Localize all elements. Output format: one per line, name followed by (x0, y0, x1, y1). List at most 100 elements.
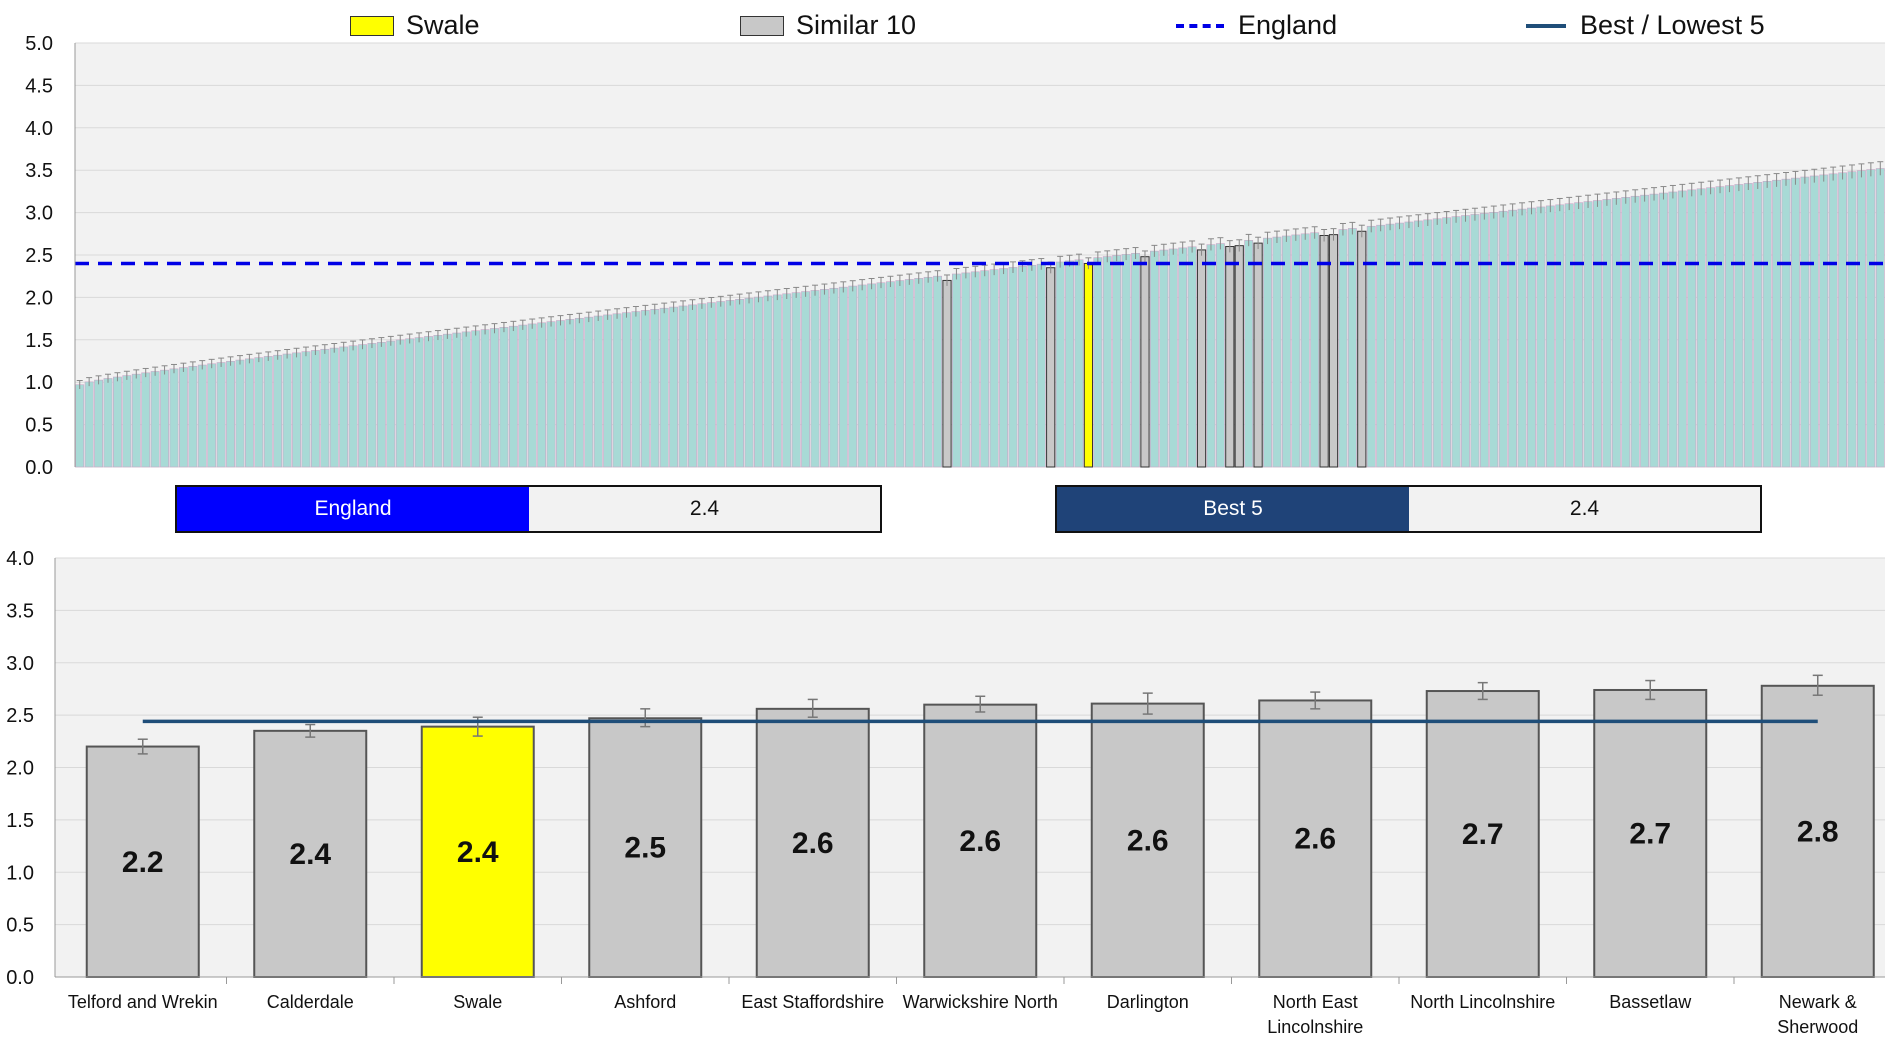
bar-data-label: 2.7 (1462, 818, 1504, 851)
top-bar (131, 373, 141, 468)
england-info-box: England 2.4 (175, 485, 882, 533)
top-bar (480, 329, 490, 468)
top-bar (1630, 195, 1640, 468)
category-label: North Lincolnshire (1410, 992, 1555, 1012)
top-bar (1479, 213, 1489, 468)
top-bar (320, 348, 330, 468)
top-bar (395, 339, 405, 468)
top-bar (461, 331, 471, 468)
top-bar (188, 365, 198, 468)
top-bar (1461, 215, 1470, 468)
top-bar (886, 281, 895, 468)
top-bar (169, 368, 179, 468)
bottom-y-tick-label: 2.0 (6, 758, 34, 780)
top-bar (1036, 263, 1046, 468)
top-bar (725, 300, 735, 468)
top-bar (452, 332, 462, 468)
top-bar (1385, 223, 1395, 468)
top-bar-similar (1234, 245, 1244, 468)
bar-data-label: 2.8 (1797, 815, 1839, 848)
top-bar (282, 353, 292, 468)
top-bar (1489, 212, 1499, 468)
top-bar (565, 319, 575, 468)
legend-england-dash (1176, 23, 1224, 28)
top-bar (584, 316, 594, 468)
top-bar-similar (1357, 230, 1367, 468)
bottom-y-tick-label: 4.0 (6, 548, 34, 570)
top-bar (1102, 256, 1112, 468)
top-bar (716, 301, 726, 468)
top-bar (1178, 247, 1188, 468)
top-bar (603, 314, 613, 468)
top-bar (1093, 257, 1103, 468)
bar-data-label: 2.6 (792, 827, 834, 860)
legend: Swale Similar 10 England Best / Lowest 5 (0, 6, 1885, 40)
top-bar (1404, 221, 1414, 468)
best-info-box: Best 5 2.4 (1055, 485, 1762, 533)
top-bar (1244, 239, 1254, 468)
top-bar (820, 289, 829, 468)
top-bar (348, 345, 358, 468)
legend-swale-swatch (350, 15, 394, 36)
top-bar (376, 341, 386, 468)
top-y-tick-label: 4.5 (25, 75, 53, 97)
top-bar (1159, 249, 1169, 468)
top-y-tick-label: 0.0 (25, 457, 53, 479)
legend-similar: Similar 10 (740, 10, 916, 41)
top-bar (1828, 173, 1838, 468)
top-bar (1149, 250, 1159, 468)
top-bar (1413, 220, 1423, 468)
top-bar (1611, 198, 1621, 468)
bar-data-label: 2.6 (959, 825, 1001, 858)
top-bar (754, 296, 763, 468)
top-bar-similar (1319, 234, 1329, 468)
top-bar (744, 297, 754, 468)
top-bar (1564, 203, 1574, 468)
category-label: Telford and Wrekin (68, 992, 218, 1012)
top-bar (593, 315, 603, 468)
top-bar (414, 337, 424, 468)
top-bar (1753, 182, 1763, 468)
top-bar-similar (1328, 234, 1339, 468)
top-bar (273, 354, 283, 468)
top-bar (499, 327, 509, 468)
top-bar (1281, 235, 1291, 468)
top-bar (1215, 243, 1225, 468)
top-bar (1583, 201, 1593, 468)
top-bar (782, 293, 792, 468)
bar-data-label: 2.2 (122, 846, 164, 879)
top-bar (999, 268, 1008, 468)
top-bar (103, 378, 113, 468)
bottom-bar-similar (923, 703, 1038, 979)
top-bar (735, 298, 745, 468)
top-bar (1781, 178, 1791, 468)
top-bar (527, 323, 537, 468)
category-label: Sherwood (1777, 1017, 1858, 1037)
top-bar (310, 350, 320, 468)
top-bar (1847, 171, 1857, 468)
bottom-bar-similar (1425, 690, 1540, 978)
bar-data-label: 2.7 (1629, 817, 1671, 850)
top-bar (160, 369, 169, 468)
top-bar (1074, 259, 1084, 468)
top-y-tick-label: 5.0 (25, 33, 53, 55)
top-bar (141, 372, 151, 468)
top-bar (1857, 170, 1866, 468)
best-info-value: 2.4 (1409, 487, 1760, 531)
category-label: Warwickshire North (903, 992, 1058, 1012)
top-bar (1677, 190, 1687, 468)
bar-data-label: 2.4 (289, 838, 331, 871)
top-bar (1772, 179, 1782, 468)
top-y-tick-label: 2.5 (25, 245, 53, 267)
top-bar (1112, 255, 1122, 468)
top-bar (1310, 232, 1320, 468)
england-info-value: 2.4 (529, 487, 880, 531)
top-bar (697, 303, 707, 468)
top-bar (1263, 237, 1272, 468)
top-y-tick-label: 2.0 (25, 287, 53, 309)
top-bar-similar (1046, 267, 1056, 468)
top-bar (1725, 185, 1734, 468)
best-info-label: Best 5 (1057, 487, 1409, 531)
top-y-tick-label: 3.5 (25, 160, 53, 182)
legend-england-label: England (1238, 10, 1338, 40)
